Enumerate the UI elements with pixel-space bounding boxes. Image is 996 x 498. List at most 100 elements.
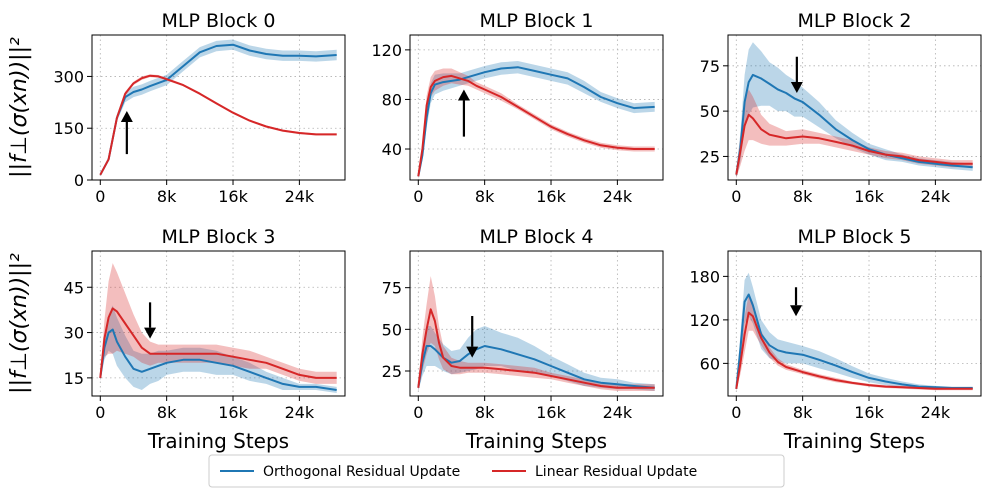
- band-orthogonal: [100, 305, 337, 393]
- x-tick-label: 8k: [793, 187, 813, 206]
- panel-title: MLP Block 0: [162, 10, 276, 32]
- series-line-linear: [99, 307, 337, 379]
- panel-mlp-block-3: 0 8k 16k 24k 15 30 45 MLP Block 3 Training Steps…: [7, 226, 346, 453]
- band-linear: [736, 89, 973, 179]
- series-line-orthogonal: [417, 345, 655, 389]
- x-tick-label: 0: [95, 403, 105, 422]
- y-tick-label: 60: [700, 354, 720, 373]
- x-tick-label: 16k: [854, 403, 884, 422]
- series-line-orthogonal: [735, 293, 973, 389]
- x-tick-label: 24k: [603, 187, 633, 206]
- y-axis-label: ||f⊥(σ(xn))||²: [7, 37, 32, 178]
- series-line-orthogonal: [99, 43, 337, 176]
- x-tick-label: 0: [413, 187, 423, 206]
- y-tick-label: 30: [64, 324, 84, 343]
- x-tick-label: 16k: [218, 187, 248, 206]
- panel-title: MLP Block 1: [480, 10, 594, 32]
- x-tick-label: 8k: [793, 403, 813, 422]
- band-orthogonal: [736, 272, 973, 391]
- y-tick-label: 120: [371, 41, 402, 60]
- x-tick-label: 24k: [921, 403, 951, 422]
- x-tick-label: 8k: [475, 403, 495, 422]
- y-tick-label: 75: [382, 279, 402, 298]
- y-axis-label: ||f⊥(σ(xn))||²: [7, 253, 32, 394]
- y-tick-label: 15: [64, 369, 84, 388]
- y-tick-label: 0: [74, 171, 84, 190]
- series-line-linear: [417, 308, 655, 389]
- series-line-linear: [735, 311, 973, 390]
- arrow-head: [144, 327, 157, 339]
- y-tick-label: 25: [382, 362, 402, 381]
- y-tick-label: 50: [700, 102, 720, 121]
- arrow-head: [120, 110, 133, 122]
- y-tick-label: 25: [700, 147, 720, 166]
- x-axis-label: Training Steps: [783, 429, 925, 453]
- x-axis-label: Training Steps: [147, 429, 289, 453]
- series-line-orthogonal: [417, 66, 655, 177]
- panel-mlp-block-1: 0 8k 16k 24k 40 80 120 MLP Block 1: [371, 10, 664, 206]
- plot-area: [99, 263, 337, 393]
- x-axis-label: Training Steps: [465, 429, 607, 453]
- arrow-head: [457, 89, 470, 101]
- arrow-head: [466, 346, 479, 358]
- plot-area: [735, 272, 973, 391]
- x-tick-label: 24k: [285, 187, 315, 206]
- legend-label: Linear Residual Update: [535, 464, 697, 480]
- panel-title: MLP Block 4: [480, 226, 594, 248]
- series-line-orthogonal: [99, 328, 337, 391]
- y-tick-label: 50: [382, 320, 402, 339]
- band-linear: [418, 68, 655, 179]
- y-tick-label: 180: [689, 267, 720, 286]
- x-tick-label: 0: [731, 403, 741, 422]
- x-tick-label: 16k: [218, 403, 248, 422]
- band-orthogonal: [736, 42, 973, 179]
- axes-frame: [727, 250, 982, 397]
- axes-frame: [91, 34, 346, 181]
- x-tick-label: 24k: [603, 403, 633, 422]
- x-tick-label: 24k: [285, 403, 315, 422]
- panel-title: MLP Block 3: [162, 226, 276, 248]
- plot-area: [417, 61, 655, 179]
- series-line-linear: [99, 74, 337, 176]
- x-tick-label: 0: [731, 187, 741, 206]
- panel-mlp-block-2: 0 8k 16k 24k 25 50 75 MLP Block 2: [700, 10, 982, 206]
- axes-frame: [409, 250, 664, 397]
- panel-title: MLP Block 5: [798, 226, 912, 248]
- panel-title: MLP Block 2: [798, 10, 912, 32]
- y-tick-label: 300: [53, 67, 84, 86]
- x-tick-label: 16k: [536, 187, 566, 206]
- panel-mlp-block-4: 0 8k 16k 24k 25 50 75 MLP Block 4 Training Steps: [382, 226, 664, 453]
- panel-mlp-block-0: 0 8k 16k 24k 0 150 300 MLP Block 0 ||f⊥(σ(xn))||…: [7, 10, 346, 206]
- axes-frame: [727, 34, 982, 181]
- y-tick-label: 120: [689, 311, 720, 330]
- y-tick-label: 45: [64, 278, 84, 297]
- x-tick-label: 8k: [157, 187, 177, 206]
- x-tick-label: 16k: [536, 403, 566, 422]
- x-tick-label: 8k: [475, 187, 495, 206]
- plot-area: [99, 39, 337, 176]
- panel-mlp-block-5: 0 8k 16k 24k 60 120 180 MLP Block 5 Training Ste…: [689, 226, 982, 453]
- x-tick-label: 24k: [921, 187, 951, 206]
- y-tick-label: 80: [382, 90, 402, 109]
- plot-area: [417, 276, 655, 391]
- axes-frame: [409, 34, 664, 181]
- legend: Orthogonal Residual Update Linear Residua…: [208, 454, 785, 488]
- band-orthogonal: [418, 61, 655, 179]
- x-tick-label: 0: [95, 187, 105, 206]
- series-line-linear: [417, 74, 655, 177]
- arrow-head: [790, 82, 803, 93]
- series-line-orthogonal: [735, 73, 973, 175]
- series-line-linear: [735, 113, 973, 175]
- x-tick-label: 8k: [157, 403, 177, 422]
- band-orthogonal: [418, 326, 655, 391]
- y-tick-label: 150: [53, 119, 84, 138]
- y-tick-label: 75: [700, 57, 720, 76]
- x-tick-label: 0: [413, 403, 423, 422]
- legend-label: Orthogonal Residual Update: [263, 464, 460, 480]
- y-tick-label: 40: [382, 140, 402, 159]
- plot-area: [735, 42, 973, 179]
- x-tick-label: 16k: [854, 187, 884, 206]
- axes-frame: [91, 250, 346, 397]
- band-orthogonal: [100, 39, 337, 176]
